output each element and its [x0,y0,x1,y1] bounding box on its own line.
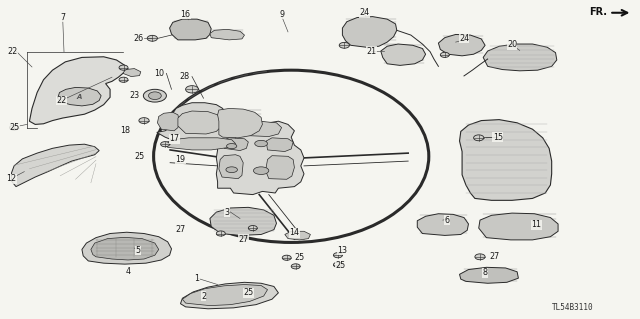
Ellipse shape [161,142,170,147]
Text: TL54B3110: TL54B3110 [552,303,593,312]
Text: 12: 12 [6,174,17,183]
Polygon shape [483,44,557,71]
Text: 8: 8 [483,268,488,277]
Text: 4: 4 [125,267,131,276]
Polygon shape [223,138,248,151]
Text: 1: 1 [195,274,200,283]
Text: 13: 13 [337,246,348,255]
Text: 7: 7 [60,13,65,22]
Text: 26: 26 [134,34,144,43]
Text: 17: 17 [169,134,179,143]
Polygon shape [157,112,179,131]
Ellipse shape [147,35,157,41]
Polygon shape [460,120,552,200]
Ellipse shape [154,70,429,242]
Ellipse shape [339,42,349,48]
Polygon shape [266,138,293,152]
Text: 24: 24 [360,8,370,17]
Polygon shape [12,144,99,187]
Ellipse shape [139,118,149,123]
Ellipse shape [255,140,268,147]
Ellipse shape [148,92,161,100]
Polygon shape [58,87,101,106]
Ellipse shape [282,255,291,260]
Text: 11: 11 [531,220,541,229]
Polygon shape [182,285,268,306]
Ellipse shape [253,167,269,174]
Polygon shape [417,214,468,235]
Text: 21: 21 [366,47,376,56]
Ellipse shape [143,89,166,102]
Text: 2: 2 [201,292,206,300]
Polygon shape [266,156,294,179]
Text: 3: 3 [225,208,230,217]
Text: 25: 25 [9,123,19,132]
Ellipse shape [186,86,198,93]
Ellipse shape [291,264,300,269]
Polygon shape [170,19,211,40]
Ellipse shape [333,253,342,258]
Polygon shape [123,69,141,77]
Polygon shape [342,17,397,47]
Ellipse shape [10,125,19,130]
Text: 28: 28 [179,72,189,81]
Text: 25: 25 [294,253,305,262]
Polygon shape [219,155,243,179]
Text: 10: 10 [154,69,164,78]
Text: 16: 16 [180,10,191,19]
Text: 25: 25 [243,288,253,297]
Polygon shape [438,34,485,56]
Text: 15: 15 [493,133,503,142]
Text: 24: 24 [459,34,469,43]
Ellipse shape [475,254,485,260]
Polygon shape [210,207,276,235]
Ellipse shape [333,262,342,267]
Text: A: A [77,94,82,100]
Text: FR.: FR. [589,7,607,17]
Text: 18: 18 [120,126,131,135]
Polygon shape [479,213,558,240]
Text: 5: 5 [135,246,140,255]
Polygon shape [180,282,278,309]
Text: 19: 19 [175,155,186,164]
Text: 9: 9 [279,10,284,19]
Polygon shape [210,29,244,40]
Text: 27: 27 [489,252,499,261]
Text: 27: 27 [238,235,248,244]
Polygon shape [218,108,262,138]
Ellipse shape [216,231,225,236]
Ellipse shape [440,52,449,57]
Polygon shape [460,267,518,283]
Polygon shape [240,121,282,137]
Text: 20: 20 [507,40,517,49]
Text: 22: 22 [8,47,18,56]
Polygon shape [82,232,172,264]
Polygon shape [91,237,159,260]
Ellipse shape [474,135,484,141]
Text: 22: 22 [56,96,67,105]
Ellipse shape [226,167,237,173]
Polygon shape [381,44,426,65]
Polygon shape [214,121,304,195]
Polygon shape [29,57,125,124]
Polygon shape [165,138,236,150]
Text: 23: 23 [129,91,140,100]
Text: 14: 14 [289,228,300,237]
Text: 25: 25 [134,152,145,161]
Text: 25: 25 [335,261,346,270]
Ellipse shape [227,144,237,149]
Ellipse shape [119,65,128,70]
Polygon shape [285,231,310,240]
Polygon shape [178,111,221,134]
Ellipse shape [248,226,257,231]
Polygon shape [157,103,236,147]
Text: 6: 6 [444,216,449,225]
Text: 27: 27 [175,225,186,234]
Ellipse shape [119,77,128,82]
